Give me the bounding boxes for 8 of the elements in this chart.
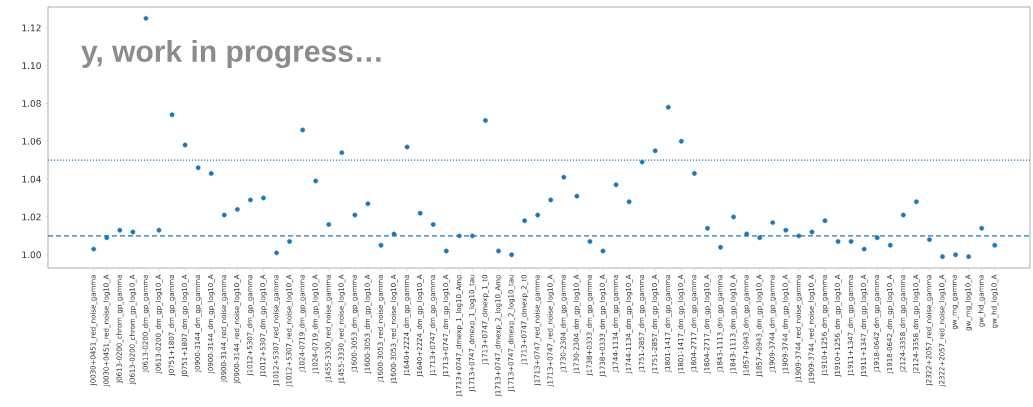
annotation: y, work in progress… — [81, 39, 381, 69]
y-tick-label: 1.10 — [22, 62, 41, 70]
y-tick-label: 1.08 — [22, 100, 41, 107]
y-tick-label: 1.06 — [22, 137, 41, 145]
y-tick-label: 1.04 — [22, 175, 41, 183]
y-tick-label: 1.02 — [22, 213, 41, 221]
y-tick-label: 1.00 — [22, 251, 41, 259]
y-tick-label: 1.12 — [22, 24, 41, 32]
